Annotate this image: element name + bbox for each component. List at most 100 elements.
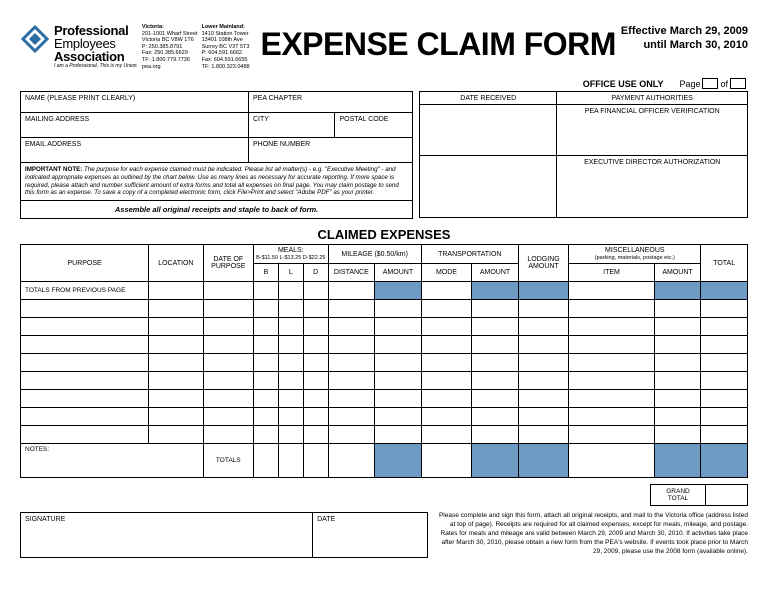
cell[interactable]: [472, 390, 519, 408]
postal-code-field[interactable]: POSTAL CODE: [334, 112, 413, 138]
cell[interactable]: [375, 390, 422, 408]
cell[interactable]: [303, 354, 328, 372]
phone-field[interactable]: PHONE NUMBER: [248, 137, 413, 163]
cell[interactable]: [421, 444, 471, 478]
cell[interactable]: [569, 426, 654, 444]
amount-cell[interactable]: [654, 282, 701, 300]
cell[interactable]: [472, 426, 519, 444]
date-field[interactable]: DATE: [313, 513, 427, 557]
cell[interactable]: [472, 372, 519, 390]
cell[interactable]: [569, 372, 654, 390]
cell[interactable]: [328, 300, 375, 318]
cell[interactable]: [21, 318, 149, 336]
cell[interactable]: [254, 390, 279, 408]
cell[interactable]: [203, 300, 253, 318]
cell[interactable]: [328, 372, 375, 390]
cell[interactable]: [654, 336, 701, 354]
cell[interactable]: [518, 354, 568, 372]
cell[interactable]: [701, 408, 748, 426]
cell[interactable]: [518, 390, 568, 408]
cell[interactable]: [328, 318, 375, 336]
cell[interactable]: [569, 300, 654, 318]
cell[interactable]: [421, 300, 471, 318]
cell[interactable]: [149, 426, 203, 444]
notes-field[interactable]: NOTES:: [21, 444, 204, 478]
cell[interactable]: [375, 372, 422, 390]
cell[interactable]: [303, 282, 328, 300]
cell[interactable]: [254, 372, 279, 390]
cell[interactable]: [303, 444, 328, 478]
cell[interactable]: [203, 336, 253, 354]
cell[interactable]: [472, 354, 519, 372]
cell[interactable]: [203, 426, 253, 444]
cell[interactable]: [149, 282, 203, 300]
total-cell[interactable]: [701, 444, 748, 478]
cell[interactable]: [303, 300, 328, 318]
cell[interactable]: [149, 336, 203, 354]
cell[interactable]: [472, 408, 519, 426]
cell[interactable]: [375, 354, 422, 372]
cell[interactable]: [21, 300, 149, 318]
cell[interactable]: [254, 336, 279, 354]
cell[interactable]: [701, 426, 748, 444]
cell[interactable]: [203, 282, 253, 300]
cell[interactable]: [21, 372, 149, 390]
cell[interactable]: [303, 390, 328, 408]
cell[interactable]: [654, 426, 701, 444]
cell[interactable]: [203, 372, 253, 390]
cell[interactable]: [149, 390, 203, 408]
amount-cell[interactable]: [654, 444, 701, 478]
cell[interactable]: [254, 354, 279, 372]
cell[interactable]: [203, 408, 253, 426]
cell[interactable]: [569, 444, 654, 478]
amount-cell[interactable]: [375, 444, 422, 478]
cell[interactable]: [569, 282, 654, 300]
mailing-address-field[interactable]: MAILING ADDRESS: [20, 112, 248, 138]
cell[interactable]: [421, 426, 471, 444]
cell[interactable]: [21, 408, 149, 426]
cell[interactable]: [328, 408, 375, 426]
cell[interactable]: [569, 408, 654, 426]
cell[interactable]: [701, 318, 748, 336]
cell[interactable]: [654, 318, 701, 336]
cell[interactable]: [278, 372, 303, 390]
cell[interactable]: [328, 390, 375, 408]
page-num-input[interactable]: [702, 78, 718, 89]
amount-cell[interactable]: [518, 282, 568, 300]
cell[interactable]: [518, 426, 568, 444]
city-field[interactable]: CITY: [248, 112, 334, 138]
cell[interactable]: [278, 390, 303, 408]
cell[interactable]: [375, 426, 422, 444]
cell[interactable]: [654, 408, 701, 426]
cell[interactable]: [375, 300, 422, 318]
cell[interactable]: [654, 354, 701, 372]
signature-field[interactable]: SIGNATURE: [21, 513, 313, 557]
page-total-input[interactable]: [730, 78, 746, 89]
cell[interactable]: [203, 318, 253, 336]
cell[interactable]: [375, 408, 422, 426]
cell[interactable]: [421, 408, 471, 426]
total-cell[interactable]: [701, 282, 748, 300]
cell[interactable]: [149, 408, 203, 426]
cell[interactable]: [254, 408, 279, 426]
cell[interactable]: [421, 372, 471, 390]
amount-cell[interactable]: [518, 444, 568, 478]
cell[interactable]: [21, 426, 149, 444]
cell[interactable]: [654, 390, 701, 408]
amount-cell[interactable]: [472, 444, 519, 478]
cell[interactable]: [254, 444, 279, 478]
cell[interactable]: [149, 372, 203, 390]
amount-cell[interactable]: [375, 282, 422, 300]
cell[interactable]: [278, 426, 303, 444]
cell[interactable]: [254, 300, 279, 318]
cell[interactable]: [303, 372, 328, 390]
cell[interactable]: [328, 336, 375, 354]
cell[interactable]: [569, 318, 654, 336]
cell[interactable]: [21, 336, 149, 354]
cell[interactable]: [421, 336, 471, 354]
cell[interactable]: [149, 354, 203, 372]
cell[interactable]: [518, 318, 568, 336]
cell[interactable]: [203, 390, 253, 408]
cell[interactable]: [375, 318, 422, 336]
cell[interactable]: [375, 336, 422, 354]
